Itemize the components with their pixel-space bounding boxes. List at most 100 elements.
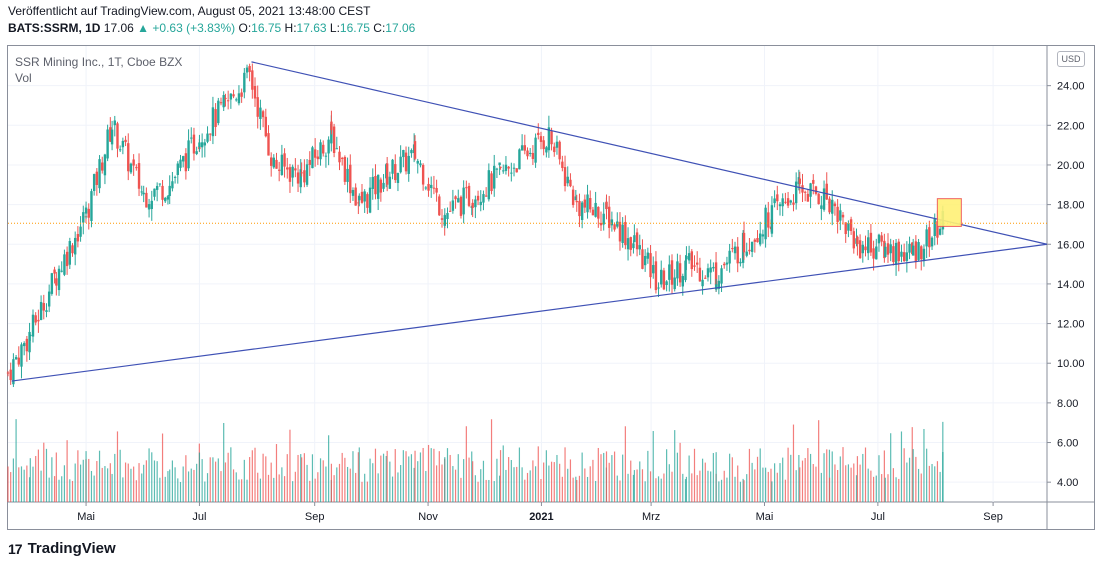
candle-body — [110, 129, 114, 145]
x-tick-label: 2021 — [529, 511, 553, 523]
volume-bar — [926, 448, 928, 502]
candle-body — [171, 181, 174, 189]
candle-body — [98, 159, 101, 189]
candle-body — [224, 97, 227, 99]
candle-body — [153, 188, 156, 197]
volume-bar — [798, 454, 800, 502]
candle-body — [316, 156, 320, 160]
candle-body — [539, 136, 543, 142]
volume-bar — [477, 481, 479, 502]
volume-bar — [251, 450, 253, 502]
candle-body — [20, 344, 23, 367]
candle-body — [690, 251, 694, 270]
candle-body — [173, 176, 177, 178]
candle-body — [451, 200, 455, 211]
candle-body — [770, 205, 774, 234]
volume-bar — [784, 479, 786, 502]
candle-body — [825, 183, 828, 200]
candle-body — [454, 196, 457, 200]
volume-bar — [243, 459, 245, 502]
volume-bar — [193, 469, 195, 502]
candle-body — [531, 152, 535, 160]
candle-body — [761, 234, 765, 237]
candle-body — [866, 237, 870, 254]
volume-bar — [770, 468, 772, 502]
candle-body — [487, 170, 491, 200]
volume-bar — [771, 481, 773, 502]
candle-body — [57, 268, 61, 291]
volume-bar — [619, 480, 621, 502]
chart-frame[interactable] — [7, 45, 1095, 530]
volume-bar — [472, 461, 474, 502]
candle-body — [714, 262, 718, 286]
candle-body — [391, 159, 394, 174]
brand[interactable]: 17 TradingView — [8, 540, 116, 557]
volume-bar — [572, 477, 574, 502]
volume-bar — [518, 447, 521, 502]
volume-bar — [82, 459, 84, 502]
volume-bar — [164, 476, 166, 502]
candle-body — [908, 243, 911, 253]
volume-bar — [666, 449, 668, 502]
volume-bar — [936, 461, 939, 502]
triangle-up-icon: ▲ — [137, 21, 150, 35]
currency-badge[interactable]: USD — [1057, 51, 1085, 67]
candle-body — [474, 199, 477, 208]
y-tick-label: 12.00 — [1057, 319, 1085, 331]
volume-bar — [939, 471, 941, 502]
volume-bar — [71, 480, 74, 502]
candle-body — [363, 191, 366, 202]
candle-body — [665, 281, 668, 286]
candle-body — [518, 149, 521, 170]
volume-bar — [262, 453, 264, 502]
volume-bar — [74, 463, 76, 502]
candle-body — [833, 203, 837, 207]
candle-body — [187, 140, 190, 169]
candle-body — [709, 267, 712, 273]
volume-bar — [167, 471, 169, 502]
volume-bar — [69, 479, 71, 502]
volume-bar — [729, 453, 731, 502]
candle-body — [465, 187, 468, 189]
volume-bar — [837, 470, 839, 502]
close-label: C: — [373, 21, 386, 35]
volume-bar — [600, 454, 602, 502]
candle-body — [723, 263, 726, 266]
volume-bar — [502, 445, 504, 502]
volume-bar — [220, 471, 222, 502]
candle-body — [798, 178, 801, 184]
volume-bar — [804, 458, 806, 502]
volume-bar — [206, 473, 209, 502]
candle-body — [502, 170, 505, 172]
volume-bar — [712, 453, 714, 502]
candle-body — [357, 202, 360, 204]
candle-body — [416, 160, 419, 164]
volume-bar — [548, 465, 550, 502]
volume-bar — [190, 468, 192, 502]
volume-bar — [842, 447, 844, 502]
volume-bar — [444, 457, 446, 502]
volume-bar — [116, 431, 119, 502]
candle-body — [555, 141, 559, 148]
candle-body — [563, 167, 567, 187]
volume-bar — [422, 447, 424, 502]
volume-bar — [270, 462, 272, 502]
volume-bar — [776, 472, 778, 502]
y-tick-label: 16.00 — [1057, 239, 1085, 251]
volume-bar — [330, 463, 333, 502]
volume-bar — [217, 458, 219, 502]
candle-body — [402, 150, 405, 158]
volume-bar — [887, 474, 889, 502]
candle-body — [448, 210, 452, 212]
volume-bar — [679, 442, 681, 502]
volume-bar — [499, 475, 501, 502]
candle-body — [17, 357, 20, 365]
candle-body — [396, 172, 400, 183]
candle-body — [884, 246, 887, 257]
y-tick-label: 18.00 — [1057, 200, 1085, 212]
volume-bar — [26, 465, 28, 502]
candle-body — [9, 369, 12, 381]
volume-bar — [145, 460, 147, 502]
candle-body — [164, 197, 167, 202]
